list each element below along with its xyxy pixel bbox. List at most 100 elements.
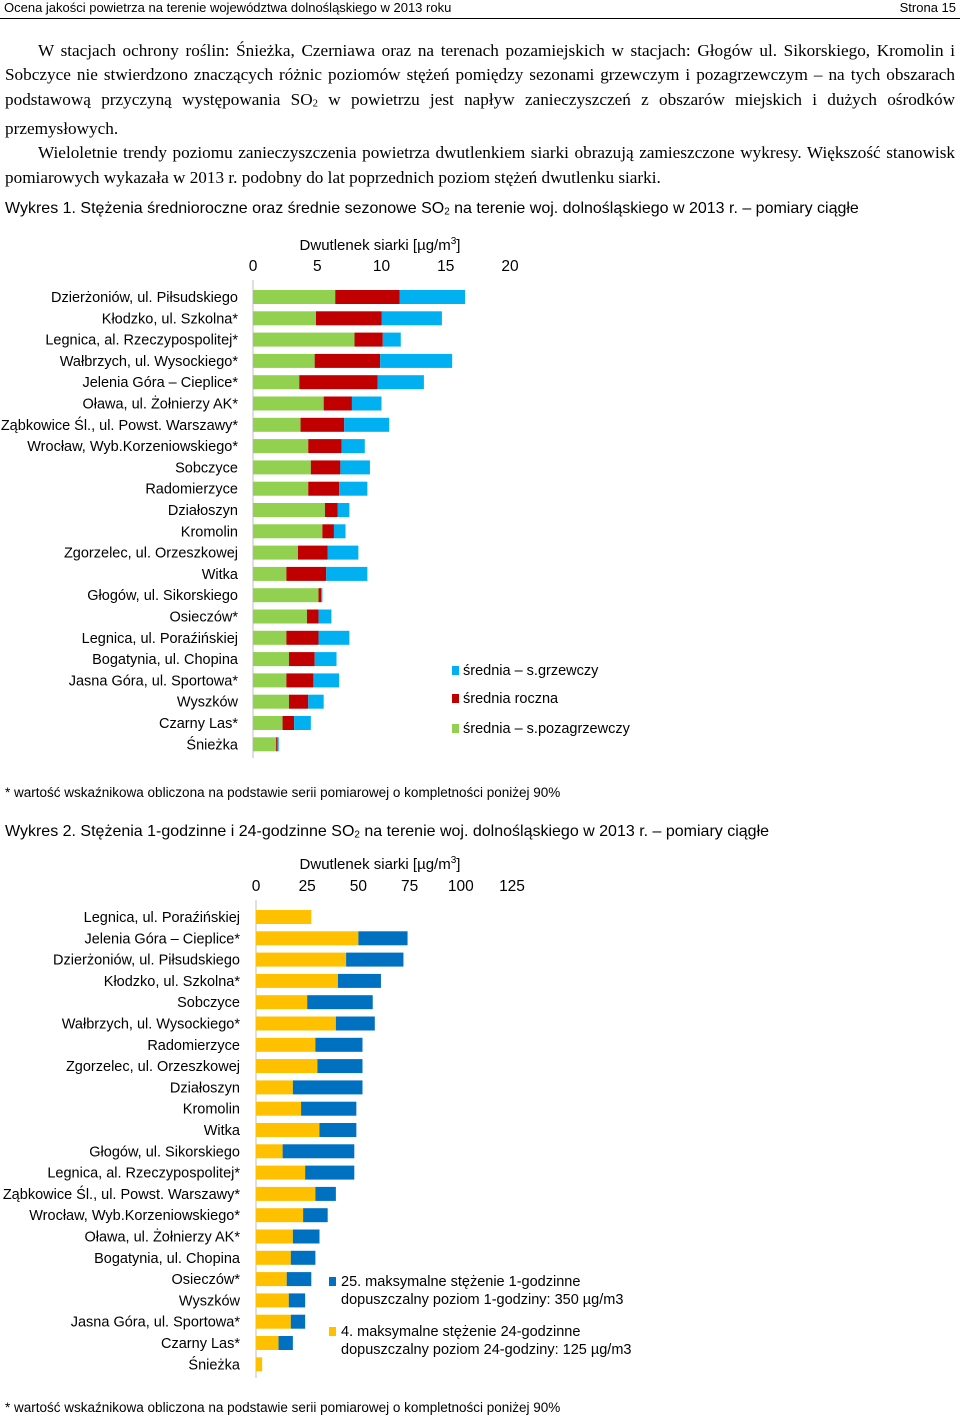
c2-category-label: Wałbrzych, ul. Wysockiego* xyxy=(62,1017,241,1033)
c1-bar-series-2 xyxy=(300,417,345,432)
c1-bar-series-1 xyxy=(253,566,287,581)
chart-2-footnote: * wartość wskaźnikowa obliczona na podst… xyxy=(5,1400,561,1415)
page-number: Strona 15 xyxy=(899,0,956,15)
chart-1-legend-label: średnia – s.grzewczy xyxy=(463,663,599,679)
c2-bar-series-1 xyxy=(256,1037,316,1052)
c1-bar-series-3 xyxy=(318,609,332,624)
c1-bar-series-2 xyxy=(286,673,314,688)
c2-category-label: Śnieżka xyxy=(188,1355,241,1373)
c2-bar-series-2 xyxy=(346,952,404,967)
c1-category-label: Witka xyxy=(202,567,239,583)
c1-bar-series-3 xyxy=(277,737,279,752)
c1-bar-series-1 xyxy=(253,609,307,624)
c1-x-tick-label: 10 xyxy=(373,258,391,275)
c1-category-label: Działoszyn xyxy=(168,503,238,519)
c1-category-label: Śnieżka xyxy=(186,735,239,753)
paragraph-1-text-a: W stacjach ochrony roślin: Śnieżka, Czer… xyxy=(5,41,955,109)
c2-bar-series-2 xyxy=(317,1059,363,1074)
c2-bar-series-1 xyxy=(256,1293,289,1308)
chart-1-legend-label: średnia roczna xyxy=(463,691,559,707)
chart-1-legend-swatch xyxy=(452,666,459,675)
c2-category-label: Wrocław, Wyb.Korzeniowskiego* xyxy=(29,1208,240,1224)
c2-category-label: Radomierzyce xyxy=(147,1038,240,1054)
chart-2-legend-label: 25. maksymalne stężenie 1-godzinne xyxy=(341,1274,580,1290)
c1-bar-series-3 xyxy=(313,673,340,688)
chart-2-title: Dwutlenek siarki [µg/m3] xyxy=(300,855,461,873)
c1-bar-series-3 xyxy=(308,694,324,709)
c2-x-tick-label: 75 xyxy=(401,878,418,895)
c2-category-label: Ząbkowice Śl., ul. Powst. Warszawy* xyxy=(3,1185,241,1203)
c2-bar-series-2 xyxy=(303,1208,328,1223)
c2-category-label: Legnica, ul. Poraźińskiej xyxy=(84,910,240,926)
c2-x-tick-label: 0 xyxy=(252,878,261,895)
c1-bar-series-3 xyxy=(337,503,350,517)
c2-bar-series-1 xyxy=(256,1229,293,1244)
c2-bar-series-1 xyxy=(256,1144,283,1159)
c2-bar-series-2 xyxy=(282,1144,355,1159)
c2-x-tick-label: 100 xyxy=(448,878,474,895)
c1-category-label: Wrocław, Wyb.Korzeniowskiego* xyxy=(27,439,238,455)
c1-bar-series-2 xyxy=(276,737,278,752)
c2-category-label: Dzierżoniów, ul. Piłsudskiego xyxy=(53,953,240,969)
c2-category-label: Oława, ul. Żołnierzy AK* xyxy=(84,1228,240,1246)
c2-bar-series-2 xyxy=(288,1293,306,1308)
c2-bar-series-1 xyxy=(256,1336,279,1350)
c1-bar-series-1 xyxy=(253,588,319,603)
c2-bar-series-2 xyxy=(358,931,408,946)
c1-bar-series-3 xyxy=(340,460,370,475)
c1-category-label: Ząbkowice Śl., ul. Powst. Warszawy* xyxy=(1,416,239,434)
c1-bar-series-3 xyxy=(339,481,368,496)
c1-category-label: Zgorzelec, ul. Orzeszkowej xyxy=(64,546,238,562)
c2-category-label: Wyszków xyxy=(179,1293,241,1309)
c1-bar-series-3 xyxy=(314,652,337,667)
c1-bar-series-2 xyxy=(322,524,334,539)
c1-category-label: Legnica, al. Rzeczypospolitej* xyxy=(45,333,238,349)
c2-category-label: Działoszyn xyxy=(170,1080,240,1096)
c1-bar-series-1 xyxy=(253,737,277,752)
c2-x-tick-label: 25 xyxy=(299,878,316,895)
c1-bar-series-2 xyxy=(282,716,295,730)
c2-bar-series-2 xyxy=(315,1037,363,1052)
chart-1-title: Dwutlenek siarki [µg/m3] xyxy=(300,236,461,254)
c2-bar-series-1 xyxy=(256,1165,306,1180)
c2-bar-series-1 xyxy=(256,1059,318,1074)
paragraph-2: Wieloletnie trendy poziomu zanieczyszcze… xyxy=(5,143,955,187)
document-title: Ocena jakości powietrza na terenie wojew… xyxy=(4,0,452,15)
c1-x-tick-label: 0 xyxy=(249,258,258,275)
c2-bar-series-1 xyxy=(256,910,312,924)
c2-x-tick-label: 50 xyxy=(350,878,368,895)
c1-bar-series-1 xyxy=(253,332,355,347)
c2-category-label: Kromolin xyxy=(183,1102,240,1118)
paragraph-1: W stacjach ochrony roślin: Śnieżka, Czer… xyxy=(5,39,955,141)
c2-bar-series-1 xyxy=(256,1314,291,1329)
c2-category-label: Głogów, ul. Sikorskiego xyxy=(89,1144,240,1160)
c1-bar-series-2 xyxy=(286,566,327,581)
c2-bar-series-1 xyxy=(256,931,359,946)
chart-1-legend-swatch xyxy=(452,724,459,733)
c2-bar-series-2 xyxy=(290,1250,316,1265)
c1-bar-series-3 xyxy=(351,396,382,411)
chart-1: Dwutlenek siarki [µg/m3] 0 5 10 15 20 Dzierż… xyxy=(1,236,631,758)
c1-x-tick-label: 5 xyxy=(313,258,322,275)
c1-bar-series-2 xyxy=(308,481,340,496)
c1-bar-series-2 xyxy=(297,545,328,560)
c1-bar-series-1 xyxy=(253,375,300,390)
c2-bar-series-2 xyxy=(307,995,373,1010)
c1-bar-series-1 xyxy=(253,311,316,326)
c1-x-tick-label: 20 xyxy=(501,258,519,275)
c1-bar-series-1 xyxy=(253,439,309,454)
c1-bar-series-1 xyxy=(253,417,301,432)
c2-bar-series-1 xyxy=(256,1016,336,1031)
chart-2-legend-swatch xyxy=(329,1327,336,1336)
c1-bar-series-1 xyxy=(253,524,323,539)
c2-category-label: Legnica, al. Rzeczypospolitej* xyxy=(47,1166,240,1182)
chart-2-caption: Wykres 2. Stężenia 1-godzinne i 24-godzi… xyxy=(5,823,769,841)
c1-bar-series-3 xyxy=(399,290,466,304)
c1-bar-series-3 xyxy=(327,545,359,560)
c1-bar-series-3 xyxy=(318,630,350,645)
chart-2: Dwutlenek siarki [µg/m3] 0 25 50 75 100 125 L… xyxy=(3,855,631,1378)
c1-bar-series-3 xyxy=(382,332,401,347)
chart-1-caption-b: na terenie woj. dolnośląskiego w 2013 r.… xyxy=(449,200,859,217)
c1-bar-series-3 xyxy=(341,439,365,454)
c1-category-label: Legnica, ul. Poraźińskiej xyxy=(82,631,238,647)
